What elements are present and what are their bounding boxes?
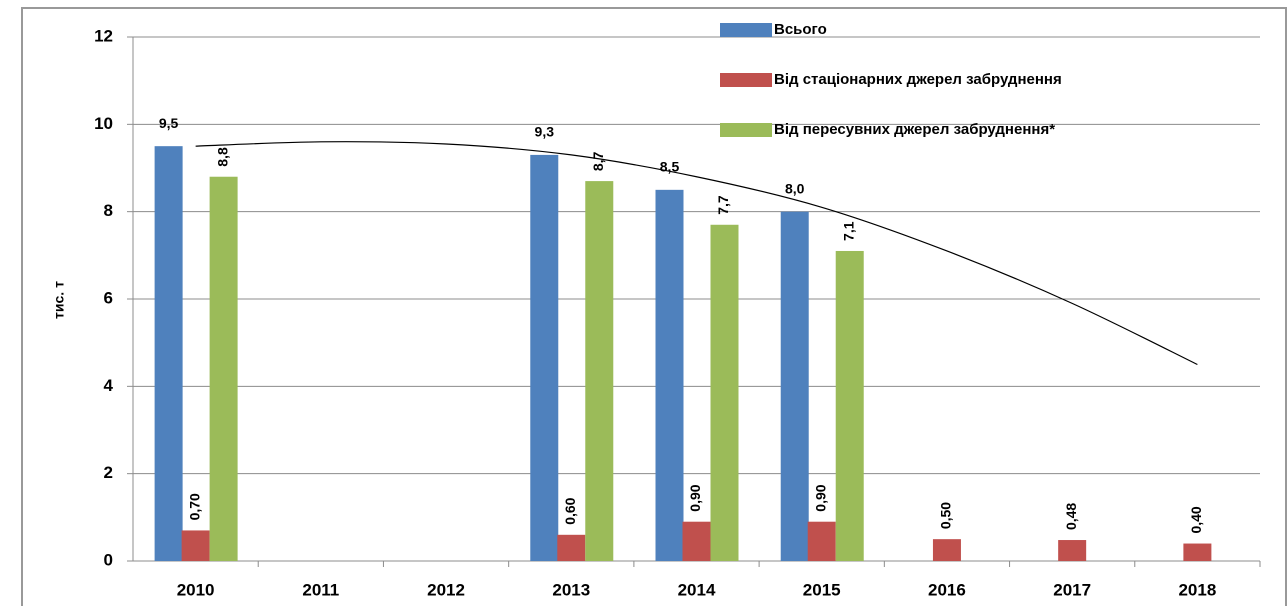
x-tick-label: 2015 <box>803 580 841 599</box>
y-tick-label: 2 <box>104 463 113 482</box>
legend-label: Всього <box>774 21 827 38</box>
bar <box>682 521 711 561</box>
y-tick-label: 0 <box>104 550 113 569</box>
bar <box>710 224 739 561</box>
trendline <box>195 141 1198 366</box>
value-label: 8,7 <box>590 151 606 171</box>
bar <box>932 539 961 561</box>
y-tick-label: 6 <box>104 288 113 307</box>
legend-swatch <box>720 73 772 87</box>
value-label: 0,90 <box>687 484 703 511</box>
x-tick-label: 2014 <box>678 580 716 599</box>
bar <box>655 189 684 562</box>
y-axis-label: тис. т <box>51 281 67 319</box>
x-tick-label: 2016 <box>928 580 966 599</box>
legend-label: Від стаціонарних джерел забруднення <box>774 71 1062 88</box>
bar <box>557 534 586 561</box>
bar <box>530 154 559 561</box>
bar <box>835 250 864 561</box>
x-tick-label: 2018 <box>1178 580 1216 599</box>
bar <box>1058 540 1087 561</box>
bar <box>181 530 210 561</box>
value-label: 9,3 <box>535 124 555 140</box>
value-label: 0,48 <box>1063 503 1079 530</box>
bar <box>780 211 809 561</box>
value-label: 0,50 <box>938 502 954 529</box>
x-tick-label: 2012 <box>427 580 465 599</box>
bar <box>154 146 183 561</box>
x-tick-label: 2010 <box>177 580 215 599</box>
x-tick-label: 2011 <box>302 580 339 599</box>
value-label: 8,8 <box>214 147 230 167</box>
bar <box>807 521 836 561</box>
x-tick-label: 2013 <box>552 580 590 599</box>
x-tick-label: 2017 <box>1053 580 1091 599</box>
value-label: 7,7 <box>715 195 731 215</box>
y-tick-label: 10 <box>94 114 113 133</box>
value-label: 8,0 <box>785 180 805 196</box>
legend-swatch <box>720 123 772 137</box>
legend-label: Від пересувних джерел забруднення* <box>774 121 1055 138</box>
bar <box>209 176 238 561</box>
y-tick-label: 4 <box>104 376 114 395</box>
legend-swatch <box>720 23 772 37</box>
value-label: 9,5 <box>159 115 179 131</box>
value-label: 0,40 <box>1188 506 1204 533</box>
bar <box>1183 543 1212 561</box>
bar <box>585 181 614 561</box>
value-label: 7,1 <box>840 221 856 241</box>
value-label: 0,70 <box>186 493 202 520</box>
value-label: 0,90 <box>812 484 828 511</box>
y-tick-label: 8 <box>104 201 113 220</box>
value-label: 0,60 <box>562 497 578 524</box>
y-tick-label: 12 <box>94 26 113 45</box>
